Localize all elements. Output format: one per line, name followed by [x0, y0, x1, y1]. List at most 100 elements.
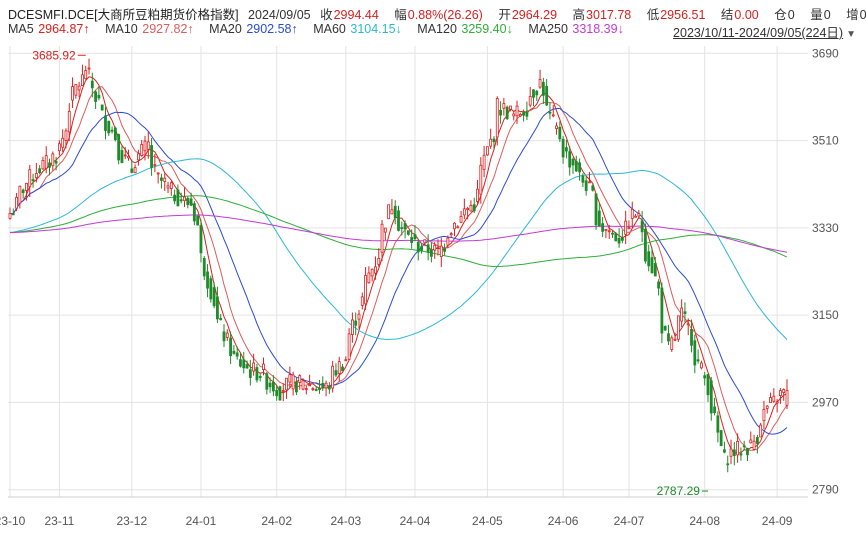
- ma5-legend: MA5 2964.87↑: [8, 22, 96, 36]
- candle: [318, 379, 321, 394]
- candle: [25, 182, 28, 201]
- candle: [216, 286, 219, 323]
- x-tick-label: 23-12: [116, 514, 147, 528]
- candle: [304, 385, 308, 395]
- candle: [390, 199, 394, 215]
- candle: [604, 228, 608, 239]
- open-label: 开: [498, 8, 511, 22]
- candle: [670, 335, 674, 352]
- candle: [206, 264, 209, 298]
- ma120-line: [9, 195, 788, 268]
- candle: [667, 324, 670, 346]
- candle: [755, 434, 759, 454]
- candle: [640, 211, 644, 243]
- candle: [67, 103, 71, 142]
- candle: [574, 155, 578, 172]
- x-tick-label: 23-11: [44, 514, 74, 528]
- candle: [327, 382, 331, 394]
- candle: [31, 173, 35, 188]
- candle: [107, 120, 111, 136]
- candle: [505, 105, 509, 121]
- candle: [48, 158, 51, 176]
- candle: [400, 221, 404, 236]
- candle: [538, 69, 542, 89]
- high-annotation: 3685.92: [32, 48, 76, 62]
- ma5-line: [9, 76, 788, 454]
- candle: [499, 101, 502, 124]
- candle: [351, 312, 354, 343]
- candle: [413, 225, 417, 242]
- candle: [370, 268, 374, 282]
- candle: [739, 447, 743, 461]
- ma10-legend: MA10 2927.82↑: [105, 22, 200, 36]
- volume-label: 量: [810, 8, 823, 22]
- candle: [387, 204, 391, 220]
- candle: [383, 227, 387, 241]
- candle: [406, 230, 410, 236]
- ma5-value: 2964.87↑: [38, 22, 90, 36]
- candle: [512, 110, 516, 121]
- candle: [212, 282, 216, 309]
- low-label: 低: [646, 8, 660, 22]
- candle: [179, 192, 183, 204]
- candle: [397, 205, 400, 232]
- candle: [446, 235, 450, 248]
- candle: [97, 86, 101, 101]
- candle: [229, 331, 232, 365]
- increase-label: 增: [846, 8, 859, 22]
- candle: [719, 430, 723, 447]
- candle: [137, 149, 140, 166]
- candle: [541, 77, 545, 104]
- candle: [143, 135, 147, 161]
- candle: [779, 388, 782, 404]
- open-value: 2964.29: [511, 8, 558, 22]
- candle: [762, 400, 766, 430]
- candle: [410, 229, 414, 249]
- candle: [723, 441, 726, 454]
- candle: [765, 404, 769, 414]
- candle: [785, 379, 789, 409]
- candle: [54, 156, 58, 171]
- symbol-name: DCESMFI.DCE[大商所豆粕期货价格指数]: [8, 8, 239, 22]
- candle: [156, 172, 160, 184]
- settle-value: 0.00: [734, 8, 759, 22]
- candle: [71, 77, 74, 109]
- candle: [199, 219, 203, 263]
- candle: [169, 181, 173, 196]
- candle: [51, 151, 55, 171]
- candle: [357, 310, 361, 329]
- axes: 2790 2970 3150 3330 3510 3690 23-10 23-11 23-12 2…: [0, 46, 839, 528]
- candle: [545, 79, 549, 107]
- candle: [663, 325, 667, 332]
- candle: [693, 334, 697, 374]
- candle: [430, 242, 433, 263]
- close-value: 2994.44: [333, 8, 379, 22]
- date-range-selector[interactable]: 2023/10/11-2024/09/05(224日) ▼: [673, 22, 856, 41]
- candle: [301, 378, 305, 391]
- candle: [347, 328, 351, 360]
- candle: [337, 356, 341, 382]
- candle: [591, 183, 595, 192]
- candle: [380, 220, 384, 262]
- candle: [565, 139, 568, 159]
- candle: [113, 126, 117, 142]
- candle: [630, 201, 634, 229]
- candle: [8, 207, 12, 220]
- candle: [281, 383, 285, 402]
- ma120-label: MA120: [417, 22, 457, 36]
- candle: [189, 192, 193, 207]
- candle: [726, 455, 730, 473]
- candle: [476, 179, 479, 206]
- candle: [133, 164, 137, 174]
- candle: [551, 104, 555, 118]
- candle: [127, 149, 130, 161]
- candle: [295, 377, 298, 396]
- date-range-text: 2023/10/11-2024/09/05(224日): [673, 26, 844, 40]
- candle: [275, 385, 279, 401]
- candle: [235, 346, 239, 360]
- candle: [449, 231, 453, 238]
- chevron-down-icon[interactable]: ▼: [846, 29, 856, 40]
- candle: [291, 371, 295, 396]
- candle: [354, 312, 358, 336]
